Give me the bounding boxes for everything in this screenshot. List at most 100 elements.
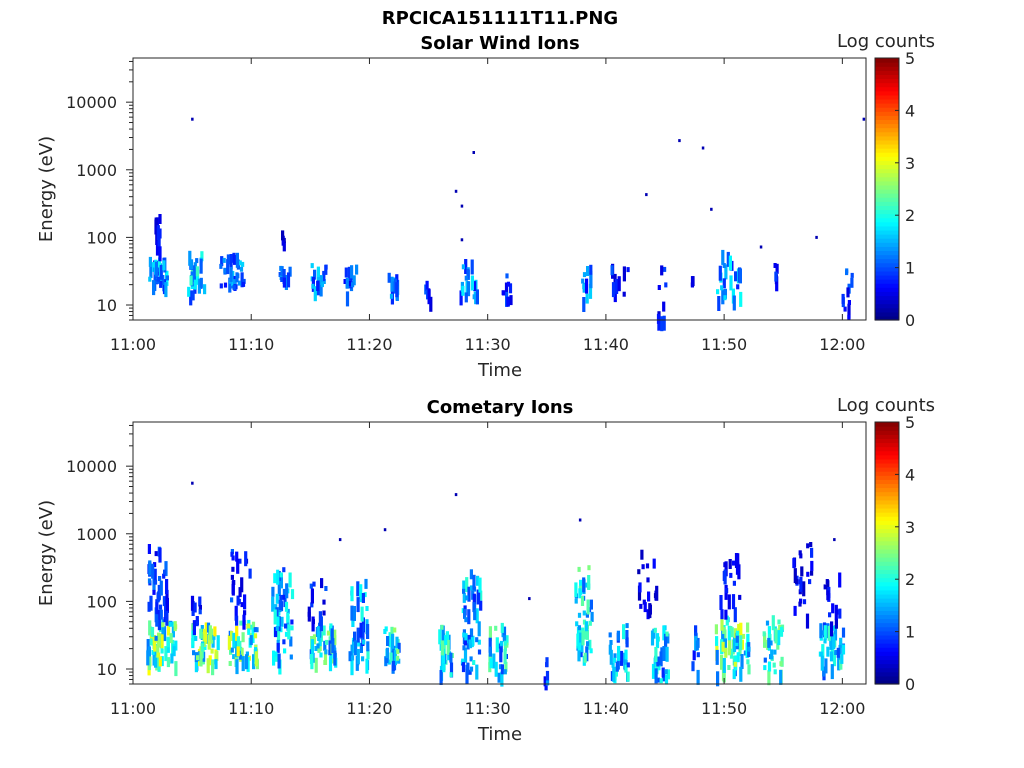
heatmap-cell	[280, 277, 284, 282]
y-axis-label: Energy (eV)	[36, 500, 57, 606]
heatmap-cell	[809, 542, 813, 547]
heatmap-cell	[154, 657, 158, 668]
heatmap-cell	[830, 664, 834, 680]
heatmap-cell	[833, 625, 838, 641]
heatmap-cell	[492, 653, 496, 669]
colorbar-segment	[875, 115, 899, 120]
heatmap-cell	[793, 605, 797, 616]
heatmap-cell	[609, 640, 613, 645]
heatmap-cell	[773, 649, 777, 655]
colorbar-frame	[874, 421, 900, 685]
heatmap-cell	[664, 674, 669, 685]
colorbar-segment	[875, 467, 899, 472]
heatmap-cell	[350, 605, 354, 621]
colorbar: 0 1 2 3 4 5	[874, 49, 915, 330]
heatmap-cell	[154, 635, 158, 641]
colorbar-segment	[875, 602, 899, 607]
heatmap-cell	[576, 627, 581, 637]
heatmap-cell	[234, 284, 238, 290]
heatmap-cell	[773, 263, 777, 268]
heatmap-cell	[736, 553, 740, 564]
heatmap-cell	[162, 596, 166, 607]
heatmap-cell	[230, 597, 234, 603]
heatmap-cell	[769, 640, 773, 646]
heatmap-cell	[160, 633, 164, 649]
heatmap-cell	[359, 643, 363, 653]
heatmap-cell	[824, 658, 828, 674]
heatmap-cell	[231, 555, 235, 561]
heatmap-cell	[320, 282, 324, 288]
heatmap-cell	[770, 649, 774, 660]
heatmap-cell	[322, 270, 326, 281]
colorbar-segment	[875, 197, 899, 202]
heatmap-cell	[155, 240, 160, 256]
heatmap-cell	[731, 594, 736, 610]
heatmap-cell	[767, 670, 771, 686]
heatmap-cell	[589, 264, 593, 275]
heatmap-cell	[589, 648, 593, 654]
heatmap-cell	[586, 266, 590, 276]
heatmap-cell	[462, 588, 466, 594]
colorbar-segment	[875, 634, 899, 640]
heatmap-cell	[772, 662, 776, 668]
heatmap-cell	[153, 568, 157, 584]
colorbar-segment	[875, 315, 899, 321]
heatmap-cell	[395, 282, 399, 298]
colorbar-segment	[875, 643, 899, 648]
heatmap-cell	[739, 622, 743, 638]
colorbar-segment	[875, 532, 899, 538]
heatmap-cell	[273, 609, 277, 625]
heatmap-cell	[845, 270, 849, 276]
heatmap-cell	[475, 664, 479, 680]
heatmap-cell	[311, 283, 315, 289]
heatmap-cell	[717, 296, 721, 311]
heatmap-cell	[722, 658, 726, 673]
heatmap-cell	[445, 631, 449, 642]
heatmap-cell	[350, 655, 355, 661]
heatmap-cell	[429, 296, 433, 312]
heatmap-cell	[662, 625, 666, 641]
heatmap-cell	[470, 259, 474, 275]
heatmap-cell	[582, 297, 586, 312]
heatmap-cell	[271, 586, 275, 597]
colorbar-segment	[875, 479, 899, 484]
heatmap-cell	[150, 627, 155, 637]
heatmap-cell	[387, 272, 391, 283]
heatmap-cell	[232, 632, 236, 648]
heatmap-cell	[626, 671, 630, 682]
heatmap-cell	[277, 653, 281, 669]
heatmap-cell	[792, 558, 796, 569]
heatmap-cell	[690, 276, 695, 287]
heatmap-cell	[317, 626, 321, 641]
heatmap-cell	[832, 651, 837, 667]
heatmap-cell	[163, 617, 167, 623]
colorbar-segment	[875, 70, 899, 75]
heatmap-point	[191, 117, 194, 121]
heatmap-cell	[582, 272, 587, 278]
heatmap-cell	[656, 313, 661, 324]
x-tick-label: 11:10	[228, 335, 274, 354]
colorbar-segment	[875, 176, 899, 182]
heatmap-cell	[199, 651, 203, 667]
heatmap-cell	[153, 641, 157, 652]
colorbar-segment	[875, 561, 899, 566]
heatmap-cell	[617, 645, 621, 661]
heatmap-cell	[694, 625, 698, 636]
heatmap-cell	[239, 620, 243, 626]
heatmap-cell	[475, 608, 479, 624]
heatmap-cell	[195, 616, 199, 621]
colorbar-segment	[875, 119, 899, 125]
heatmap-cell	[311, 619, 315, 625]
heatmap-cell	[647, 591, 651, 602]
colorbar-segment	[875, 299, 899, 305]
heatmap-point	[191, 481, 194, 485]
colorbar-segment	[875, 283, 899, 288]
heatmap-cell	[655, 585, 659, 601]
colorbar-segment	[875, 483, 899, 489]
heatmap-cell	[148, 560, 152, 576]
heatmap-cell	[238, 654, 242, 660]
heatmap-cell	[391, 650, 395, 666]
heatmap-cell	[837, 655, 841, 671]
colorbar-segment	[875, 152, 899, 157]
heatmap-cell	[716, 671, 720, 687]
